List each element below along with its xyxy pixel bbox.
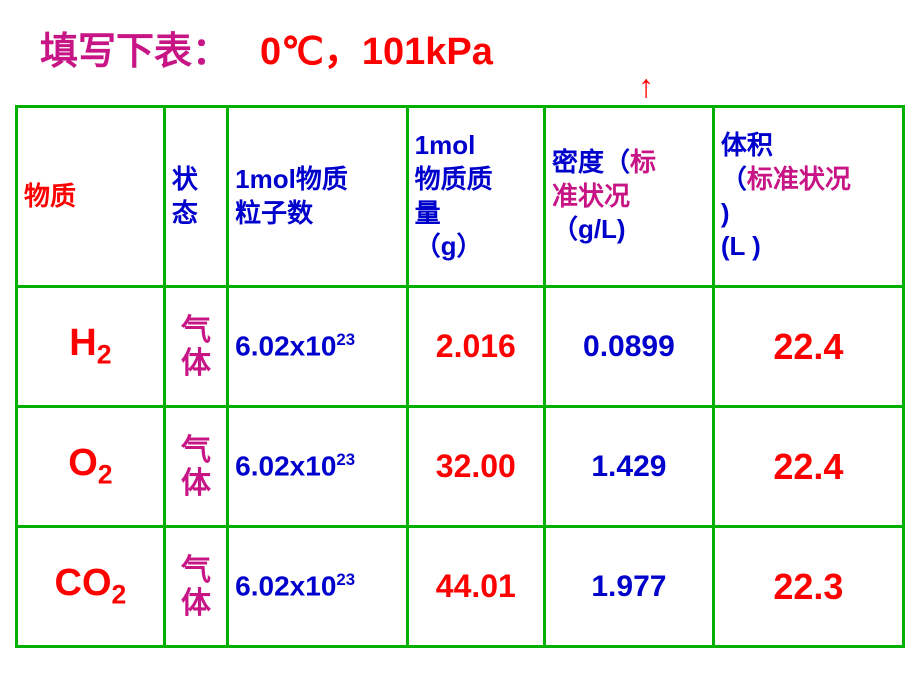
state-cell: 气 体 [164, 407, 227, 527]
mass-cell: 44.01 [407, 527, 544, 647]
state-cell: 气 体 [164, 287, 227, 407]
formula-cell: CO2 [17, 527, 165, 647]
table-header-row: 物质 状 态 1mol物质 粒子数 1mol 物质质 量 （g） 密度（标 准状… [17, 107, 904, 287]
formula-cell: O2 [17, 407, 165, 527]
title-conditions: 0℃，101kPa [260, 20, 493, 75]
mass-cell: 2.016 [407, 287, 544, 407]
formula-cell: H2 [17, 287, 165, 407]
density-cell: 1.977 [544, 527, 713, 647]
mass-cell: 32.00 [407, 407, 544, 527]
header-substance: 物质 [17, 107, 165, 287]
header-mass: 1mol 物质质 量 （g） [407, 107, 544, 287]
volume-cell: 22.4 [713, 407, 903, 527]
particle-cell: 6.02x1023 [228, 407, 408, 527]
volume-cell: 22.4 [713, 287, 903, 407]
header-particle-count: 1mol物质 粒子数 [228, 107, 408, 287]
title-fill-table: 填写下表： [40, 20, 230, 75]
table-row: O2 气 体 6.02x1023 32.00 1.429 22.4 [17, 407, 904, 527]
table-row: CO2 气 体 6.02x1023 44.01 1.977 22.3 [17, 527, 904, 647]
arrow-up-icon: ↑ [638, 68, 654, 105]
table-row: H2 气 体 6.02x1023 2.016 0.0899 22.4 [17, 287, 904, 407]
header-state: 状 态 [164, 107, 227, 287]
title-row: 填写下表： 0℃，101kPa [0, 0, 920, 85]
gas-properties-table: 物质 状 态 1mol物质 粒子数 1mol 物质质 量 （g） 密度（标 准状… [15, 105, 905, 648]
particle-cell: 6.02x1023 [228, 287, 408, 407]
density-cell: 0.0899 [544, 287, 713, 407]
volume-cell: 22.3 [713, 527, 903, 647]
particle-cell: 6.02x1023 [228, 527, 408, 647]
density-cell: 1.429 [544, 407, 713, 527]
header-density: 密度（标 准状况 （g/L) [544, 107, 713, 287]
header-volume: 体积 （标准状况 ) (L ) [713, 107, 903, 287]
state-cell: 气 体 [164, 527, 227, 647]
